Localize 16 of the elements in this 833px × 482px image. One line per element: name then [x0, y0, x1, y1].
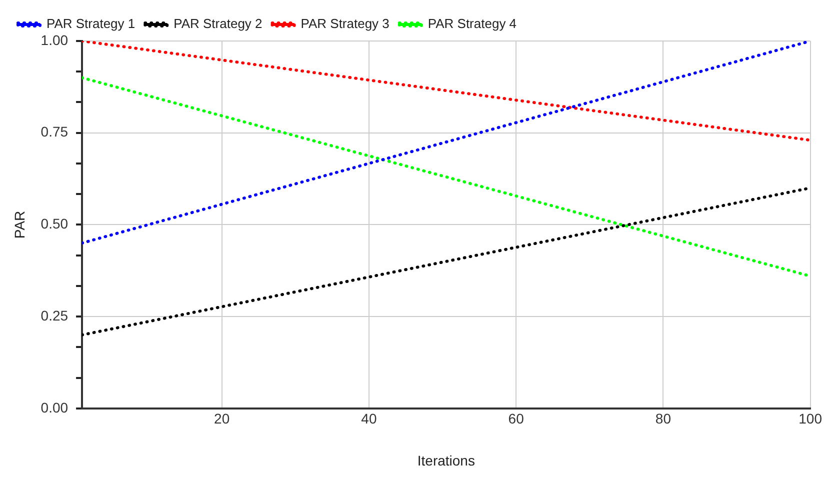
x-tick-label: 60 — [508, 410, 524, 427]
y-tick-label: 0.25 — [40, 307, 68, 324]
x-tick-label: 40 — [361, 410, 377, 427]
x-tick-label: 100 — [798, 410, 822, 427]
legend-label: PAR Strategy 3 — [300, 16, 390, 32]
y-tick-label: 0.75 — [40, 124, 68, 140]
x-axis-title: Iterations — [417, 452, 475, 468]
x-tick-label: 80 — [655, 410, 672, 427]
legend-label: PAR Strategy 4 — [428, 16, 517, 32]
y-axis-title: PAR — [11, 210, 28, 239]
y-tick-label: 1.00 — [40, 32, 68, 48]
legend-label: PAR Strategy 2 — [174, 16, 262, 32]
x-tick-label: 20 — [214, 410, 230, 427]
y-tick-label: 0.50 — [40, 216, 68, 232]
legend-label: PAR Strategy 1 — [46, 16, 136, 32]
y-tick-label: 0.00 — [40, 399, 68, 416]
